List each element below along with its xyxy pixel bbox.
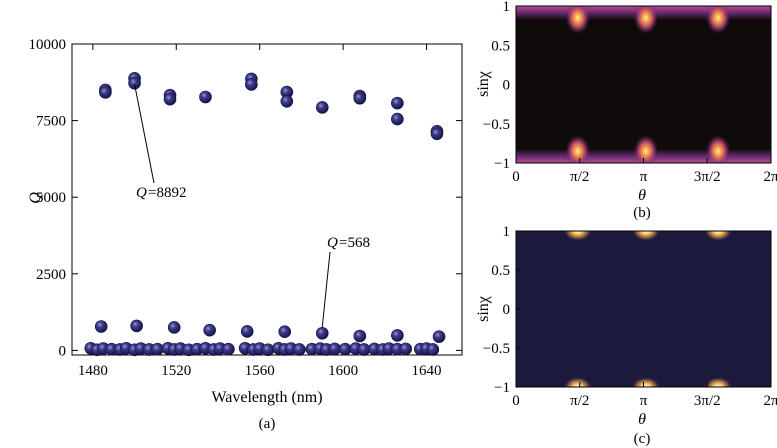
- data-point: [222, 342, 235, 356]
- heatmap-b: 0 π/2 π 3π/2 2π 1 0.5 0 −0.5 −1 sinχ θ (b): [475, 0, 777, 221]
- data-point: [167, 321, 181, 334]
- hotspot: [631, 377, 660, 387]
- hotspot: [706, 6, 731, 34]
- y-tick-label: 10000: [29, 37, 67, 53]
- plot-a-x-label: Wavelength (nm): [211, 389, 322, 406]
- heatmap-b-x-label: θ: [638, 187, 646, 204]
- y-tick-label: −0.5: [483, 341, 510, 357]
- heatmap-b-ticks: 0 π/2 π 3π/2 2π 1 0.5 0 −0.5 −1: [483, 0, 777, 185]
- y-tick-label: −0.5: [483, 117, 510, 133]
- data-point: [315, 326, 329, 340]
- x-tick-label: π: [640, 393, 648, 409]
- heatmap-c-x-label: θ: [638, 411, 646, 428]
- plot-a-caption: (a): [259, 416, 276, 432]
- plot-a-points: [84, 72, 446, 357]
- heatmap-b-y-label: sinχ: [475, 70, 492, 97]
- heatmap-c-ticks: 0 π/2 π 3π/2 2π 1 0.5 0 −0.5 −1: [483, 224, 777, 409]
- y-tick-label: 2500: [36, 267, 66, 283]
- x-tick-label: 3π/2: [694, 169, 721, 185]
- data-point: [353, 329, 367, 343]
- scatter-plot-q-vs-wavelength: 1480 1520 1560 1600 1640 0 2500 5000 7500 10000 Q…: [27, 37, 463, 432]
- hotspot: [633, 6, 658, 34]
- y-tick-label: 7500: [36, 114, 66, 130]
- data-point: [203, 323, 216, 337]
- x-tick-label: 1560: [245, 363, 275, 379]
- annotation-q-symbol: Q: [136, 185, 147, 201]
- x-tick-label: 1520: [161, 363, 191, 379]
- data-point: [391, 112, 404, 126]
- x-tick-label: 3π/2: [694, 393, 721, 409]
- hotspot: [563, 377, 592, 387]
- data-point: [391, 96, 404, 110]
- data-point: [163, 92, 177, 106]
- plot-a-ticks: 1480 1520 1560 1600 1640 0 2500 5000 7500 10000: [29, 37, 462, 379]
- heatmap-b-caption: (b): [633, 205, 651, 221]
- plot-a-y-label: Q: [27, 192, 44, 204]
- x-tick-label: π/2: [570, 169, 589, 185]
- y-tick-label: −1: [494, 380, 510, 396]
- hotspot: [563, 231, 592, 241]
- x-tick-label: 1640: [412, 363, 442, 379]
- data-point: [391, 329, 404, 342]
- y-tick-label: −1: [494, 156, 510, 172]
- y-tick-label: 0: [59, 343, 67, 359]
- y-tick-label: 1: [503, 224, 511, 240]
- heatmap-c-caption: (c): [634, 431, 651, 447]
- data-point: [293, 343, 306, 356]
- data-point: [399, 342, 412, 356]
- data-point: [280, 94, 294, 108]
- data-point: [130, 319, 143, 333]
- data-point: [261, 343, 275, 357]
- annotation-q-symbol: Q: [327, 235, 338, 251]
- x-tick-label: 2π: [763, 393, 777, 409]
- hotspot: [704, 377, 733, 387]
- heatmap-c-y-label: sinχ: [475, 295, 492, 322]
- hotspot: [565, 6, 590, 34]
- data-point: [430, 127, 444, 141]
- data-point: [432, 330, 446, 343]
- annotation-leader-q568: [321, 251, 331, 328]
- heatmap-c-background: [516, 231, 771, 387]
- y-tick-label: 0.5: [491, 38, 510, 54]
- annotation-leader-q8892: [134, 84, 155, 184]
- x-tick-label: 2π: [763, 169, 777, 185]
- heatmap-c: 0 π/2 π 3π/2 2π 1 0.5 0 −0.5 −1 sinχ θ (c): [475, 224, 777, 447]
- heatmap-b-hotspots: [565, 6, 731, 163]
- annotation-q568-value: =568: [339, 235, 370, 251]
- y-tick-label: 1: [503, 0, 511, 15]
- x-tick-label: 0: [512, 393, 520, 409]
- annotation-q8892-value: =8892: [148, 185, 186, 201]
- plot-a-frame: [71, 43, 463, 356]
- x-tick-label: π/2: [570, 393, 589, 409]
- y-tick-label: 5000: [36, 190, 66, 206]
- data-point: [199, 90, 212, 104]
- hotspot: [565, 135, 590, 163]
- x-tick-label: 1480: [78, 363, 108, 379]
- data-point: [240, 325, 254, 338]
- heatmap-c-hotspots: [563, 231, 733, 387]
- data-point: [94, 320, 108, 333]
- hotspot: [706, 135, 731, 163]
- hotspot: [631, 231, 660, 241]
- data-point: [426, 343, 440, 356]
- data-point: [128, 76, 141, 90]
- y-tick-label: 0: [503, 78, 511, 94]
- data-point: [245, 78, 258, 91]
- data-point: [315, 101, 329, 114]
- x-tick-label: π: [640, 169, 648, 185]
- y-tick-label: 0.5: [491, 263, 510, 279]
- hotspot: [633, 135, 658, 163]
- data-point: [99, 86, 112, 99]
- y-tick-label: 0: [503, 302, 511, 318]
- x-tick-label: 0: [512, 169, 520, 185]
- x-tick-label: 1600: [328, 363, 358, 379]
- hotspot: [704, 231, 733, 241]
- data-point: [278, 325, 292, 339]
- data-point: [353, 91, 367, 105]
- plot-a-annotations: Q =8892 Q =568: [134, 84, 370, 328]
